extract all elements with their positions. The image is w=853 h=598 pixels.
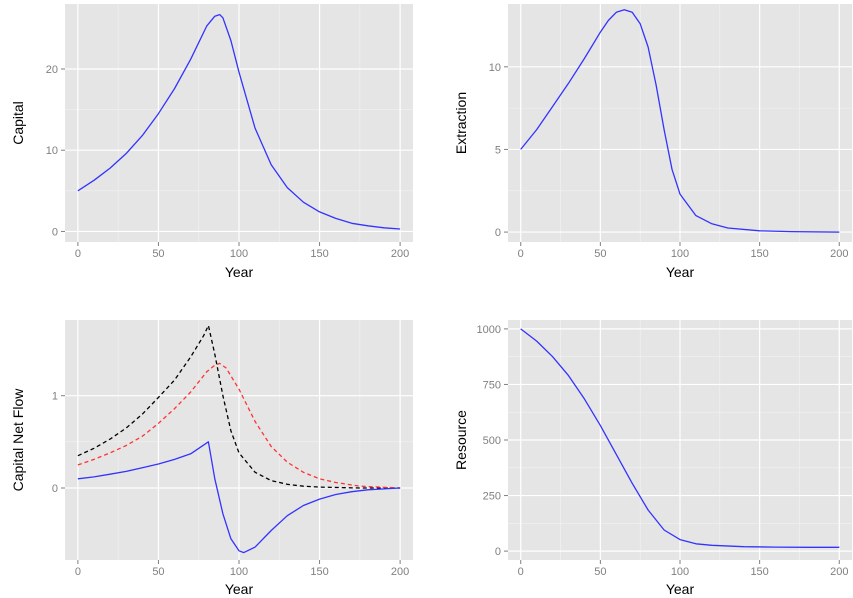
y-tick-label: 500	[483, 435, 501, 447]
x-tick-labels: 0 50 100 150 200	[75, 560, 409, 578]
x-tick-label: 200	[830, 248, 848, 260]
y-tick-label: 750	[483, 379, 501, 391]
x-tick-label: 150	[310, 248, 328, 260]
series-line	[520, 328, 840, 548]
y-axis-title: Extraction	[453, 92, 469, 154]
y-tick-label: 20	[46, 64, 58, 76]
panel-capital: 0 50 100 150 200 0 10 20 Year Capital	[10, 4, 413, 280]
x-tick-label: 100	[230, 566, 248, 578]
series-lines	[520, 328, 840, 548]
x-axis-title: Year	[666, 264, 695, 280]
grid-lines	[65, 4, 413, 242]
x-tick-label: 50	[594, 248, 606, 260]
y-tick-label: 0	[495, 227, 501, 239]
x-tick-label: 50	[152, 566, 164, 578]
x-tick-label: 200	[391, 566, 409, 578]
y-tick-label: 10	[46, 145, 58, 157]
x-tick-label: 0	[518, 566, 524, 578]
panel-extraction: 0 50 100 150 200 0 5 10 Year Extraction	[453, 4, 852, 280]
x-tick-label: 0	[75, 566, 81, 578]
x-tick-label: 100	[671, 248, 689, 260]
x-axis-title: Year	[225, 581, 254, 597]
x-tick-label: 200	[830, 566, 848, 578]
y-tick-label: 250	[483, 491, 501, 503]
x-tick-labels: 0 50 100 150 200	[518, 242, 848, 260]
panel-resource: 0 50 100 150 200 0 250 500 750 1000 Year Resourc…	[453, 320, 852, 597]
y-tick-label: 0	[495, 546, 501, 558]
y-tick-label: 10	[489, 62, 501, 74]
grid-lines	[65, 320, 413, 560]
x-tick-label: 150	[310, 566, 328, 578]
x-tick-label: 200	[391, 248, 409, 260]
x-tick-label: 150	[750, 248, 768, 260]
y-axis-title: Resource	[453, 410, 469, 470]
panel-capital-net-flow: 0 50 100 150 200 01 Year Capital Net Flow	[10, 320, 413, 597]
x-tick-label: 0	[518, 248, 524, 260]
y-tick-label: 1000	[477, 324, 501, 336]
series-lines	[77, 13, 401, 230]
y-axis-title: Capital Net Flow	[10, 388, 26, 492]
y-tick-label: 5	[495, 144, 501, 156]
series-line	[77, 324, 401, 489]
x-tick-label: 0	[75, 248, 81, 260]
x-tick-labels: 0 50 100 150 200	[518, 560, 848, 578]
x-axis-title: Year	[225, 264, 254, 280]
y-axis-title: Capital	[10, 101, 26, 145]
series-lines	[77, 324, 401, 554]
x-tick-label: 50	[152, 248, 164, 260]
x-tick-label: 150	[750, 566, 768, 578]
y-tick-labels: 0 10 20	[46, 64, 65, 238]
grid-lines	[508, 320, 852, 560]
series-lines	[520, 9, 840, 233]
x-tick-label: 100	[671, 566, 689, 578]
y-tick-labels: 0 5 10	[489, 62, 508, 239]
series-line	[520, 9, 840, 233]
y-tick-labels: 01	[52, 391, 65, 495]
x-tick-label: 100	[230, 248, 248, 260]
y-tick-label: 0	[52, 226, 58, 238]
x-axis-title: Year	[666, 581, 695, 597]
series-line	[77, 441, 401, 554]
series-line	[77, 362, 401, 489]
y-tick-labels: 0 250 500 750 1000	[477, 324, 508, 558]
y-tick-label: 0	[52, 483, 58, 495]
x-tick-labels: 0 50 100 150 200	[75, 242, 409, 260]
series-line	[77, 13, 401, 230]
y-tick-label: 1	[52, 391, 58, 403]
x-tick-label: 50	[594, 566, 606, 578]
